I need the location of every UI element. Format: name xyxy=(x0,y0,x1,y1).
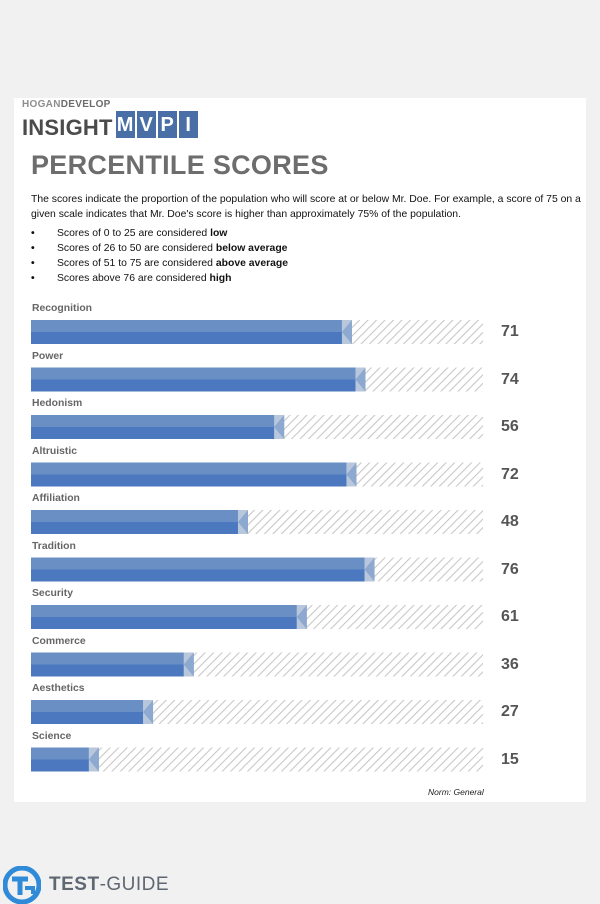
bar-tip-shade xyxy=(364,557,375,582)
bar-fill-top xyxy=(31,747,99,760)
score-value-label: 27 xyxy=(501,703,519,720)
intro-paragraph: The scores indicate the proportion of th… xyxy=(31,194,581,220)
score-value-label: 48 xyxy=(501,513,519,530)
bar-fill-bottom xyxy=(31,474,357,487)
bar-fill-top xyxy=(31,700,154,712)
bar-fill-bottom xyxy=(31,332,352,344)
bullet-marker: • xyxy=(31,228,35,239)
bar-tip-shade xyxy=(274,415,285,439)
logo-small-text: HOGANDEVELOP xyxy=(22,99,111,110)
score-value-label: 71 xyxy=(501,323,519,340)
category-label: Security xyxy=(32,588,74,599)
bar-fill-bottom xyxy=(31,427,285,439)
logo-letter-box: M xyxy=(115,111,135,138)
bar-fill-bottom xyxy=(31,379,366,392)
category-label: Science xyxy=(32,730,72,742)
score-value-label: 61 xyxy=(501,608,519,625)
report-card xyxy=(14,98,586,802)
category-label: Aesthetics xyxy=(32,683,85,694)
category-label: Affiliation xyxy=(32,493,80,504)
bar-tip-shade xyxy=(341,320,352,344)
score-range-level: above average xyxy=(215,258,289,269)
bar-tip-shade xyxy=(143,700,154,724)
score-value-label: 72 xyxy=(501,465,519,483)
bar-tip-shade xyxy=(237,510,248,534)
bar-fill-top xyxy=(31,320,352,332)
bar-tip-shade xyxy=(88,747,99,772)
bar-fill-top xyxy=(31,605,307,617)
bar-fill-top xyxy=(31,557,375,570)
score-range-text: Scores of 26 to 50 are considered xyxy=(57,243,216,254)
score-range-item: • Scores of 26 to 50 are considered below… xyxy=(31,241,288,256)
logo-letter-box: I xyxy=(178,111,198,138)
score-range-text: Scores of 0 to 25 are considered xyxy=(57,228,211,239)
category-label: Tradition xyxy=(32,540,76,552)
bar-fill-bottom xyxy=(31,569,375,582)
category-label: Altruistic xyxy=(32,445,78,457)
category-label: Hedonism xyxy=(32,398,83,409)
category-label: Power xyxy=(32,350,64,362)
score-ranges-list: • Scores of 0 to 25 are considered low • Sc… xyxy=(31,226,288,286)
score-value-label: 76 xyxy=(501,560,519,578)
score-range-item: • Scores of 51 to 75 are considered above… xyxy=(31,256,288,271)
score-range-level: below average xyxy=(215,243,288,254)
bar-fill-bottom xyxy=(31,617,307,629)
tg-logo-icon xyxy=(3,866,41,904)
bar-tip-shade xyxy=(355,367,366,392)
bullet-marker: • xyxy=(31,258,35,269)
bar-fill-bottom xyxy=(31,664,194,677)
bullet-marker: • xyxy=(31,243,35,254)
score-range-text: Scores above 76 are considered xyxy=(57,273,210,284)
bar-fill-top xyxy=(31,652,194,665)
category-label: Commerce xyxy=(32,635,86,647)
norm-note: Norm: General xyxy=(428,787,484,797)
score-range-item: • Scores above 76 are considered high xyxy=(31,271,288,286)
bar-tip-shade xyxy=(183,652,194,677)
logo-letter-box: P xyxy=(157,111,177,138)
bar-fill-top xyxy=(31,510,248,522)
bar-fill-bottom xyxy=(31,759,99,772)
footer-logo: TEST-GUIDE xyxy=(3,866,169,904)
bar-remainder xyxy=(31,747,483,772)
logo-letter-box: V xyxy=(136,111,156,138)
score-range-text: Scores of 51 to 75 are considered xyxy=(57,258,216,269)
score-value-label: 74 xyxy=(501,370,519,388)
footer-brand-text: TEST-GUIDE xyxy=(49,874,170,895)
bar-tip-shade xyxy=(296,605,307,629)
bar-fill-top xyxy=(31,367,366,380)
bar-tip-shade xyxy=(346,462,357,487)
bar-fill-bottom xyxy=(31,712,154,724)
score-range-level: high xyxy=(209,273,232,284)
bar-fill-bottom xyxy=(31,522,248,534)
bar-fill-top xyxy=(31,415,285,427)
category-label: Recognition xyxy=(32,303,93,314)
page-title: PERCENTILE SCORES xyxy=(31,150,329,180)
score-value-label: 36 xyxy=(501,655,519,673)
bar-fill-top xyxy=(31,462,357,475)
bullet-marker: • xyxy=(31,273,35,284)
score-range-level: low xyxy=(210,228,228,239)
logo-insight-word: INSIGHT xyxy=(22,115,113,140)
score-value-label: 15 xyxy=(501,750,519,768)
score-range-item: • Scores of 0 to 25 are considered low xyxy=(31,226,288,241)
score-value-label: 56 xyxy=(501,418,519,435)
